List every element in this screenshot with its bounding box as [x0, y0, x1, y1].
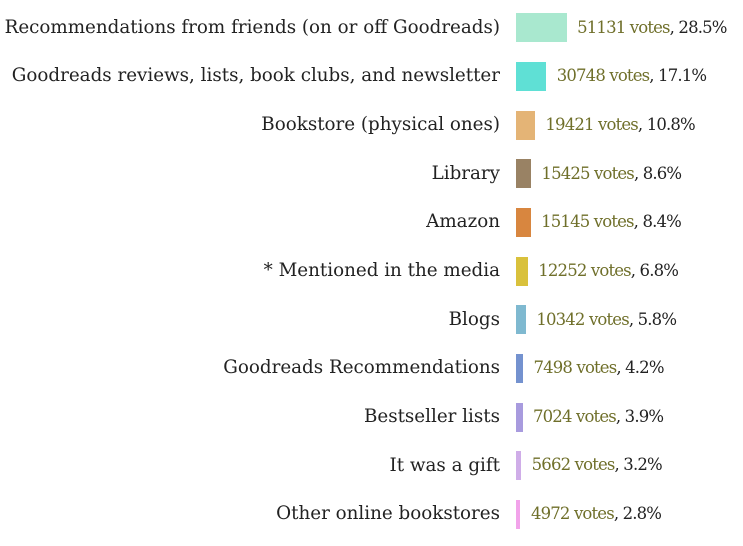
chart-row: Other online bookstores 4972 votes, 2.8% — [0, 490, 743, 539]
vote-bar — [515, 451, 522, 481]
chart-row: Amazon 15145 votes, 8.4% — [0, 198, 743, 247]
percent-value: , 4.2% — [616, 358, 664, 378]
votes-count: 4972 votes — [530, 504, 615, 524]
votes-count: 15145 votes — [541, 212, 634, 232]
percent-value: , 3.9% — [615, 406, 664, 426]
vote-bar — [515, 110, 535, 140]
vote-bar — [515, 159, 531, 189]
category-label: Library — [431, 162, 500, 184]
category-label: Goodreads Recommendations — [223, 357, 500, 379]
chart-row: Library 15425 votes, 8.6% — [0, 149, 743, 198]
vote-bar — [515, 305, 526, 335]
votes-count: 51131 votes — [577, 17, 670, 37]
percent-value: , 10.8% — [637, 114, 696, 134]
vote-stats: 51131 votes, 28.5% — [577, 17, 728, 37]
percent-value: , 8.4% — [633, 212, 682, 232]
vote-stats: 15425 votes, 8.6% — [541, 163, 682, 183]
votes-count: 10342 votes — [536, 309, 629, 329]
vote-stats: 7024 votes, 3.9% — [533, 406, 664, 426]
percent-value: , 2.8% — [613, 504, 662, 524]
votes-count: 5662 votes — [531, 455, 616, 475]
chart-row: It was a gift 5662 votes, 3.2% — [0, 441, 743, 490]
chart-row: * Mentioned in the media 12252 votes, 6.8… — [0, 247, 743, 296]
chart-row: Bookstore (physical ones) 19421 votes, 10… — [0, 101, 743, 150]
vote-stats: 10342 votes, 5.8% — [536, 309, 677, 329]
vote-bar — [515, 13, 567, 43]
chart-row: Blogs 10342 votes, 5.8% — [0, 295, 743, 344]
chart-row: Bestseller lists 7024 votes, 3.9% — [0, 393, 743, 442]
vote-stats: 30748 votes, 17.1% — [556, 66, 707, 86]
category-label: Goodreads reviews, lists, book clubs, an… — [11, 65, 500, 87]
vote-stats: 5662 votes, 3.2% — [531, 455, 663, 475]
chart-row: Recommendations from friends (on or off … — [0, 4, 743, 53]
category-label: Bestseller lists — [363, 405, 500, 427]
vote-bar — [515, 499, 521, 529]
votes-count: 30748 votes — [556, 66, 650, 86]
category-label: Amazon — [426, 211, 500, 233]
percent-value: , 5.8% — [628, 309, 677, 329]
votes-count: 19421 votes — [545, 114, 638, 134]
category-label: * Mentioned in the media — [263, 259, 500, 281]
category-label: Recommendations from friends (on or off … — [4, 16, 500, 38]
chart-row: Goodreads reviews, lists, book clubs, an… — [0, 52, 743, 101]
vote-bar — [515, 61, 547, 91]
category-label: Blogs — [448, 308, 500, 330]
votes-count: 7498 votes — [533, 358, 617, 378]
vote-stats: 19421 votes, 10.8% — [545, 114, 696, 134]
chart-row: Goodreads Recommendations 7498 votes, 4.2… — [0, 344, 743, 393]
votes-count: 7024 votes — [533, 406, 617, 426]
category-label: Bookstore (physical ones) — [261, 113, 500, 135]
vote-stats: 12252 votes, 6.8% — [538, 260, 679, 280]
category-label: It was a gift — [389, 454, 501, 476]
percent-value: , 3.2% — [614, 455, 663, 475]
vote-bar — [515, 207, 531, 237]
votes-count: 12252 votes — [538, 260, 631, 280]
percent-value: , 8.6% — [633, 163, 682, 183]
vote-bar — [515, 402, 523, 432]
category-label: Other online bookstores — [276, 503, 500, 525]
percent-value: , 6.8% — [630, 260, 679, 280]
vote-stats: 15145 votes, 8.4% — [541, 212, 682, 232]
percent-value: , 17.1% — [649, 66, 707, 86]
vote-stats: 7498 votes, 4.2% — [533, 358, 664, 378]
percent-value: , 28.5% — [669, 17, 728, 37]
votes-count: 15425 votes — [541, 163, 634, 183]
vote-bar — [515, 353, 523, 383]
vote-stats: 4972 votes, 2.8% — [530, 504, 662, 524]
vote-bar — [515, 256, 528, 286]
